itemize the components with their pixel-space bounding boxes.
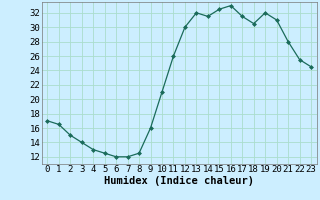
X-axis label: Humidex (Indice chaleur): Humidex (Indice chaleur): [104, 176, 254, 186]
